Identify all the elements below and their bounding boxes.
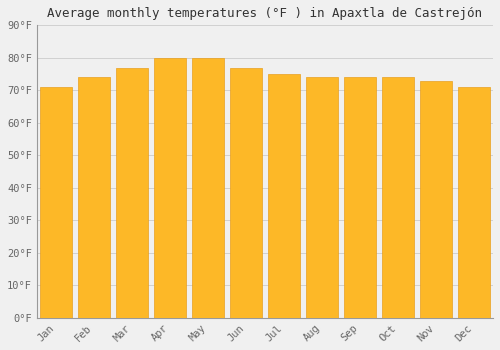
Bar	[420, 80, 452, 318]
Bar	[230, 68, 262, 318]
Bar	[192, 58, 224, 318]
Bar	[154, 58, 186, 318]
Bar	[40, 87, 72, 318]
Title: Average monthly temperatures (°F ) in Apaxtla de Castrejón: Average monthly temperatures (°F ) in Ap…	[48, 7, 482, 20]
Bar	[268, 74, 300, 318]
Bar	[78, 77, 110, 318]
Bar	[382, 77, 414, 318]
Bar	[344, 77, 376, 318]
Bar	[458, 87, 490, 318]
Bar	[116, 68, 148, 318]
Bar	[306, 77, 338, 318]
